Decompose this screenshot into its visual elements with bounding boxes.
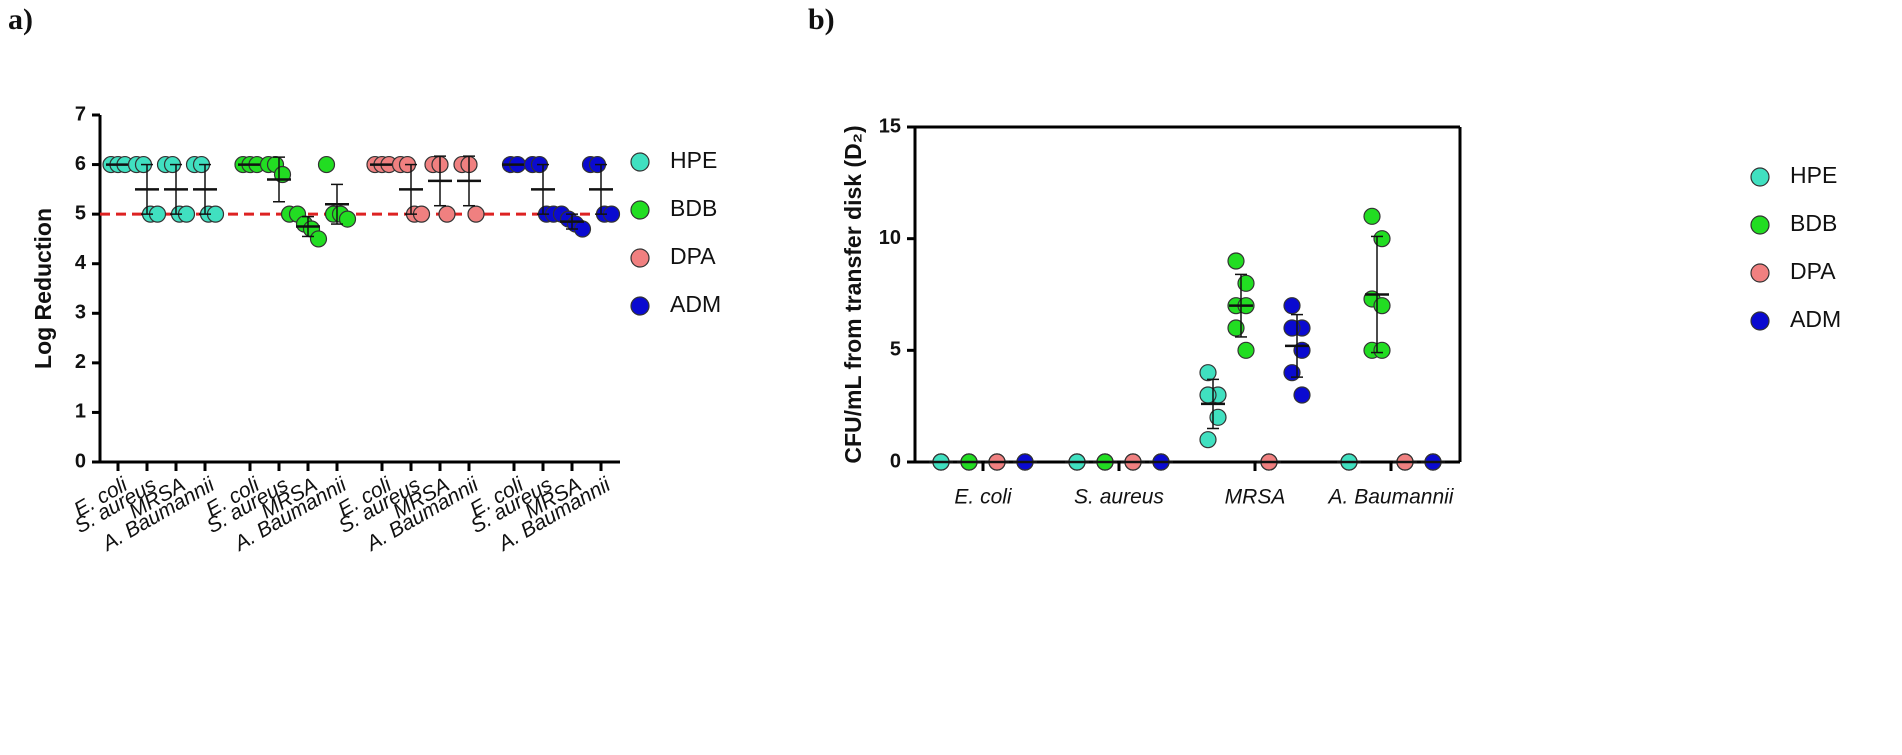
data-point: [1283, 297, 1301, 315]
y-tick-label: 5: [75, 202, 86, 224]
legend-swatch: [1750, 263, 1770, 283]
legend-swatch: [1750, 311, 1770, 331]
data-point: [1363, 207, 1381, 225]
data-point: [438, 205, 456, 223]
y-tick-label: 6: [75, 153, 86, 175]
y-tick-label: 15: [879, 115, 901, 137]
data-point: [309, 230, 328, 248]
legend-swatch: [630, 152, 650, 172]
data-point: [1209, 408, 1227, 426]
panel-label: b): [808, 3, 835, 36]
legend-label: HPE: [670, 147, 717, 173]
legend-swatch: [630, 248, 650, 268]
data-point: [1283, 319, 1301, 337]
legend-label: DPA: [1790, 258, 1836, 284]
y-tick-label: 5: [890, 339, 901, 361]
y-tick-label: 2: [75, 351, 86, 373]
legend-swatch: [1750, 167, 1770, 187]
data-point: [1199, 364, 1217, 382]
y-tick-label: 0: [75, 450, 86, 472]
y-axis-label: Log Reduction: [30, 208, 56, 369]
y-tick-label: 10: [879, 227, 901, 249]
y-tick-label: 0: [890, 450, 901, 472]
x-tick-label: E. coli: [954, 486, 1013, 509]
legend-swatch: [1750, 215, 1770, 235]
data-point: [467, 205, 485, 223]
data-point: [1237, 274, 1255, 292]
data-point: [1373, 297, 1391, 315]
x-tick-label: MRSA: [1225, 486, 1286, 509]
y-tick-label: 4: [75, 252, 87, 274]
y-tick-label: 7: [75, 103, 86, 125]
data-point: [1237, 341, 1255, 359]
panel-label: a): [8, 3, 33, 36]
legend-label: ADM: [1790, 306, 1841, 332]
y-tick-label: 3: [75, 302, 86, 324]
legend-label: BDB: [670, 195, 717, 221]
data-point: [1227, 319, 1245, 337]
data-point: [317, 155, 336, 174]
data-point: [1373, 341, 1391, 359]
legend-swatch: [630, 200, 650, 220]
legend-label: ADM: [670, 291, 721, 317]
data-point: [1199, 431, 1217, 449]
data-point: [338, 210, 357, 228]
legend-label: DPA: [670, 243, 716, 269]
legend-label: HPE: [1790, 162, 1837, 188]
y-axis-label: CFU/mL from transfer disk (D₂): [840, 125, 866, 463]
data-point: [1293, 386, 1311, 404]
data-point: [1227, 252, 1245, 270]
y-tick-label: 1: [75, 401, 86, 423]
x-tick-label: A. Baumannii: [1327, 486, 1455, 509]
x-tick-label: S. aureus: [1074, 486, 1164, 509]
data-point: [1373, 230, 1391, 248]
legend-label: BDB: [1790, 210, 1837, 236]
legend-swatch: [630, 296, 650, 316]
